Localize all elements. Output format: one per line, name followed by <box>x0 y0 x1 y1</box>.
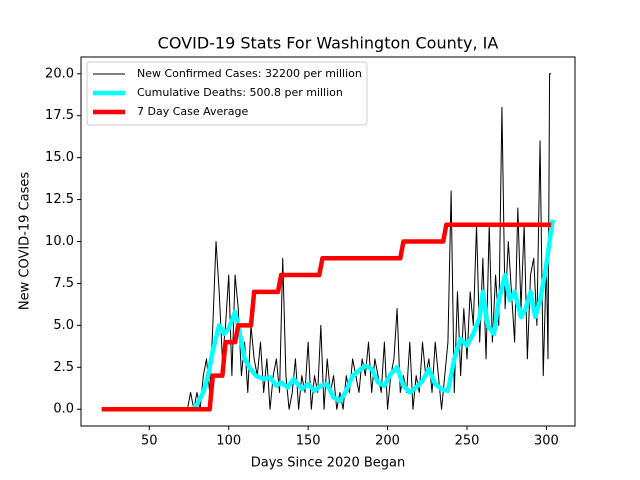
x-axis-label: Days Since 2020 Began <box>251 456 406 471</box>
y-tick-label: 15.0 <box>45 150 74 165</box>
legend-label: New Confirmed Cases: 32200 per million <box>137 67 362 80</box>
series-line <box>190 219 555 411</box>
legend-box <box>86 61 368 126</box>
y-tick-label: 7.5 <box>53 276 74 291</box>
x-tick-label: 100 <box>216 434 241 449</box>
plot-area: 50 100 150 200 250 300 0.0 2.5 5.0 7.5 10.0 12.5 15.… <box>45 56 576 449</box>
x-tick-label: 200 <box>375 434 400 449</box>
chart-title: COVID-19 Stats For Washington County, IA <box>158 34 499 53</box>
x-tick-label: 150 <box>296 434 321 449</box>
axes-frame <box>80 56 576 427</box>
y-tick-label: 0.0 <box>53 402 74 417</box>
y-axis-label: New COVID-19 Cases <box>18 172 33 310</box>
legend: New Confirmed Cases: 32200 per million Cu… <box>86 61 368 126</box>
y-tick-label: 5.0 <box>53 318 74 333</box>
y-tick-label: 12.5 <box>45 192 74 207</box>
legend-label: 7 Day Case Average <box>137 105 249 118</box>
y-tick-label: 10.0 <box>45 234 74 249</box>
y-tick-label: 17.5 <box>45 108 74 123</box>
series-line <box>101 222 552 412</box>
x-tick-label: 50 <box>141 434 158 449</box>
x-tick-label: 300 <box>534 434 559 449</box>
y-tick-label: 20.0 <box>45 66 74 81</box>
y-tick-label: 2.5 <box>53 360 74 375</box>
x-tick-label: 250 <box>455 434 480 449</box>
legend-label: Cumulative Deaths: 500.8 per million <box>137 86 343 99</box>
